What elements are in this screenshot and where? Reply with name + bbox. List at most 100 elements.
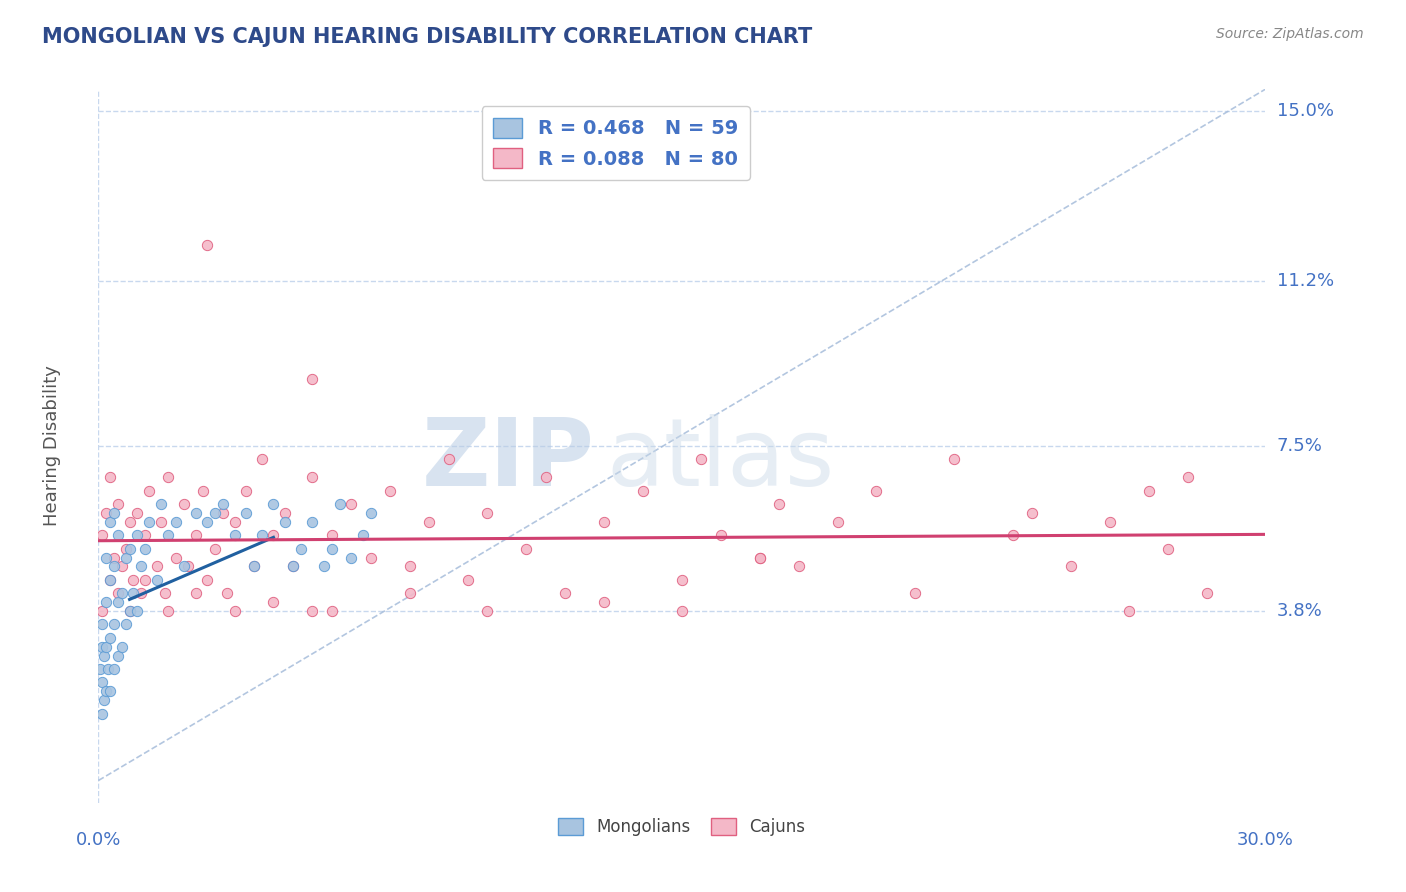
Text: 7.5%: 7.5% <box>1277 437 1323 455</box>
Point <box>153 586 176 600</box>
Point <box>748 550 770 565</box>
Point <box>1021 506 1043 520</box>
Point <box>91 617 114 632</box>
Point <box>97 662 120 676</box>
Point <box>515 541 537 556</box>
Point <box>690 452 713 467</box>
Point <box>129 586 152 600</box>
Text: Source: ZipAtlas.com: Source: ZipAtlas.com <box>1216 27 1364 41</box>
Point <box>111 559 134 574</box>
Point <box>301 604 323 618</box>
Point <box>103 559 125 574</box>
Point <box>96 684 118 698</box>
Point <box>146 573 169 587</box>
Point <box>149 497 172 511</box>
Point <box>103 550 125 565</box>
Point <box>1137 483 1160 498</box>
Point <box>184 528 207 542</box>
Text: 30.0%: 30.0% <box>1237 830 1294 848</box>
Point <box>360 506 382 520</box>
Point <box>312 559 335 574</box>
Point <box>96 595 118 609</box>
Point <box>149 515 172 529</box>
Point <box>204 541 226 556</box>
Point <box>91 706 114 721</box>
Point <box>118 604 141 618</box>
Point <box>96 550 118 565</box>
Point <box>114 541 136 556</box>
Point <box>301 470 323 484</box>
Point <box>437 452 460 467</box>
Point <box>398 586 420 600</box>
Point <box>107 586 129 600</box>
Point <box>195 238 218 252</box>
Point <box>768 497 790 511</box>
Point <box>262 528 284 542</box>
Point <box>138 515 160 529</box>
Point <box>1157 541 1180 556</box>
Point <box>98 515 121 529</box>
Point <box>827 515 849 529</box>
Point <box>943 452 966 467</box>
Point <box>274 515 297 529</box>
Point <box>103 506 125 520</box>
Point <box>93 648 115 663</box>
Point <box>380 483 402 498</box>
Point <box>114 550 136 565</box>
Point <box>157 604 180 618</box>
Point <box>184 506 207 520</box>
Point <box>418 515 440 529</box>
Point <box>157 470 180 484</box>
Text: MONGOLIAN VS CAJUN HEARING DISABILITY CORRELATION CHART: MONGOLIAN VS CAJUN HEARING DISABILITY CO… <box>42 27 813 46</box>
Point <box>554 586 576 600</box>
Point <box>274 506 297 520</box>
Text: 3.8%: 3.8% <box>1277 602 1322 620</box>
Point <box>134 528 156 542</box>
Point <box>1001 528 1024 542</box>
Point <box>321 604 343 618</box>
Point <box>107 497 129 511</box>
Point <box>195 573 218 587</box>
Point <box>98 573 121 587</box>
Point <box>98 684 121 698</box>
Point <box>114 617 136 632</box>
Point <box>477 604 499 618</box>
Point <box>103 662 125 676</box>
Point <box>173 559 195 574</box>
Point <box>250 452 273 467</box>
Point <box>671 573 693 587</box>
Point <box>1195 586 1218 600</box>
Point <box>98 470 121 484</box>
Text: ZIP: ZIP <box>422 414 595 507</box>
Point <box>204 506 226 520</box>
Point <box>243 559 266 574</box>
Point <box>184 586 207 600</box>
Point <box>118 541 141 556</box>
Point <box>215 586 238 600</box>
Point <box>157 528 180 542</box>
Point <box>165 515 187 529</box>
Legend: Mongolians, Cajuns: Mongolians, Cajuns <box>550 810 814 845</box>
Point <box>787 559 810 574</box>
Point <box>193 483 215 498</box>
Point <box>250 528 273 542</box>
Point <box>301 515 323 529</box>
Point <box>748 550 770 565</box>
Point <box>90 640 112 654</box>
Point <box>103 617 125 632</box>
Point <box>1098 515 1121 529</box>
Point <box>111 640 134 654</box>
Text: Hearing Disability: Hearing Disability <box>42 366 60 526</box>
Point <box>91 528 114 542</box>
Point <box>329 497 352 511</box>
Point <box>398 559 420 574</box>
Point <box>1118 604 1140 618</box>
Point <box>89 662 111 676</box>
Point <box>281 559 304 574</box>
Point <box>127 528 149 542</box>
Point <box>173 497 195 511</box>
Point <box>127 506 149 520</box>
Point <box>118 604 141 618</box>
Point <box>224 528 246 542</box>
Point <box>138 483 160 498</box>
